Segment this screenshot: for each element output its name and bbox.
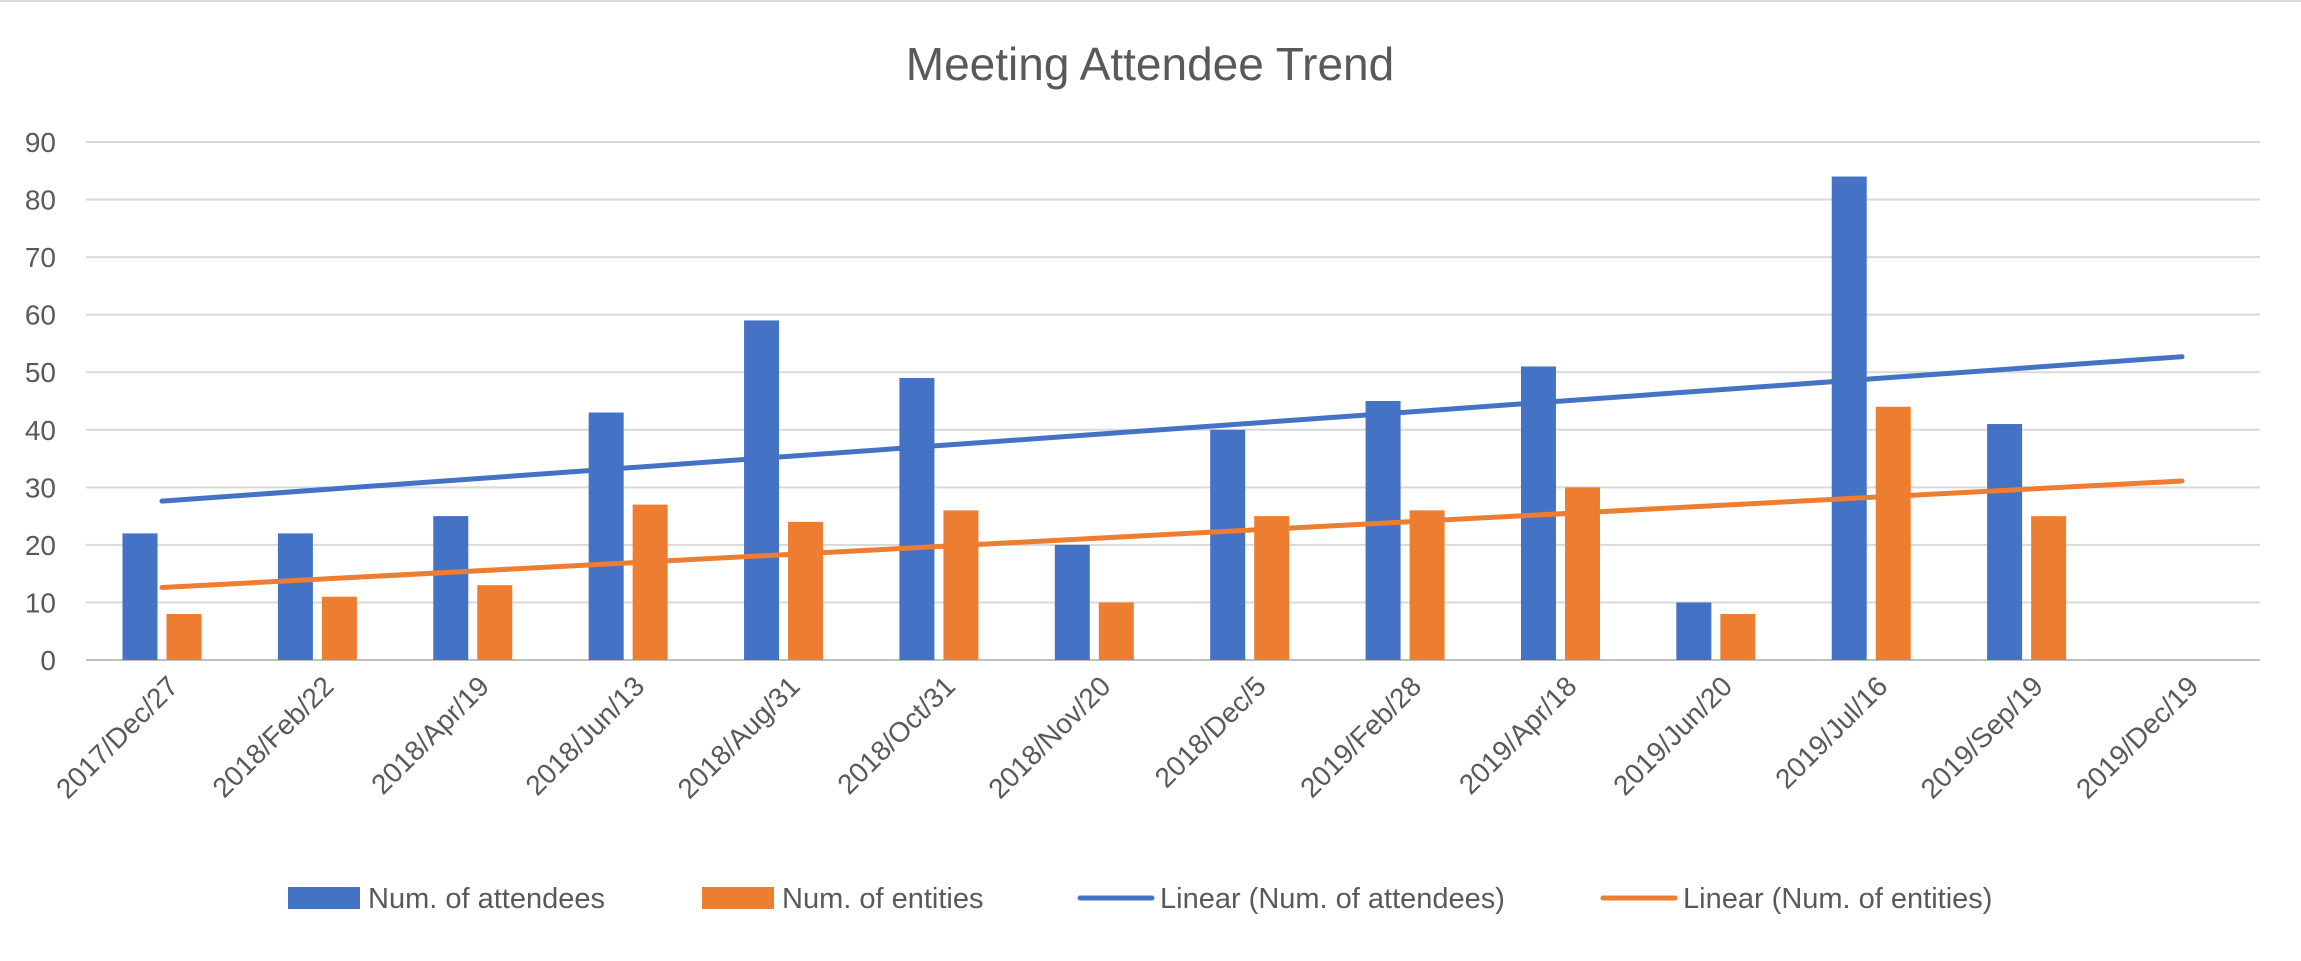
bar-num-of-attendees — [1054, 544, 1090, 660]
bar-num-of-attendees — [1365, 401, 1401, 660]
bar-num-of-entities — [632, 504, 668, 660]
trendlines — [159, 354, 2185, 590]
bar-num-of-attendees — [1987, 424, 2023, 660]
legend-item: Num. of attendees — [288, 883, 605, 915]
bar-num-of-attendees — [1676, 602, 1712, 660]
bar-num-of-entities — [2031, 516, 2067, 660]
x-tick-label: 2018/Apr/19 — [365, 670, 495, 800]
chart-title: Meeting Attendee Trend — [906, 38, 1394, 90]
legend-label: Num. of attendees — [368, 883, 605, 915]
legend-item: Linear (Num. of entities) — [1600, 883, 1992, 915]
bar-num-of-entities — [1409, 510, 1445, 660]
legend-swatch — [288, 887, 360, 909]
bar-num-of-attendees — [122, 533, 158, 660]
x-tick-label: 2018/Nov/20 — [982, 670, 1116, 804]
y-tick-label: 90 — [25, 127, 56, 158]
x-tick-label: 2019/Feb/28 — [1294, 670, 1427, 803]
bar-num-of-entities — [166, 613, 202, 660]
bar-num-of-entities — [1098, 602, 1134, 660]
y-tick-label: 70 — [25, 242, 56, 273]
trendline — [159, 478, 2185, 590]
y-tick-label: 30 — [25, 472, 56, 503]
legend-label: Num. of entities — [782, 883, 983, 915]
y-tick-label: 40 — [25, 415, 56, 446]
x-axis-ticks: 2017/Dec/27 2018/Feb/22 2018/Apr/19 2018/Ju… — [50, 670, 2204, 804]
bar-num-of-entities — [1720, 613, 1756, 660]
y-tick-label: 0 — [40, 645, 56, 676]
bar-num-of-entities — [1564, 487, 1600, 660]
trendline — [159, 354, 2185, 504]
legend-label: Linear (Num. of entities) — [1683, 883, 1992, 915]
bar-num-of-entities — [788, 521, 824, 660]
gridlines — [86, 141, 2260, 661]
x-tick-label: 2019/Dec/19 — [2070, 670, 2204, 804]
legend-item: Num. of entities — [702, 883, 983, 915]
bar-num-of-attendees — [899, 377, 935, 660]
bar-num-of-attendees — [1831, 176, 1867, 661]
bar-num-of-entities — [1875, 406, 1911, 660]
bar-num-of-entities — [477, 585, 513, 660]
bar-num-of-entities — [321, 596, 357, 660]
legend-swatch — [702, 887, 774, 909]
bar-num-of-entities — [943, 510, 979, 660]
legend-item: Linear (Num. of attendees) — [1077, 883, 1505, 915]
x-tick-label: 2019/Sep/19 — [1915, 670, 2049, 804]
x-tick-label: 2018/Dec/5 — [1149, 670, 1272, 793]
y-tick-label: 10 — [25, 587, 56, 618]
legend-label: Linear (Num. of attendees) — [1160, 883, 1505, 915]
bar-num-of-attendees — [433, 516, 469, 660]
y-tick-label: 50 — [25, 357, 56, 388]
x-tick-label: 2017/Dec/27 — [50, 670, 184, 804]
bar-num-of-attendees — [744, 320, 780, 660]
y-tick-label: 20 — [25, 530, 56, 561]
y-tick-label: 60 — [25, 300, 56, 331]
bar-num-of-attendees — [588, 412, 624, 660]
bar-num-of-attendees — [277, 533, 313, 660]
y-axis-ticks: 0 10 20 30 40 50 60 70 80 90 — [25, 127, 56, 676]
bars — [122, 176, 2067, 661]
x-tick-label: 2018/Feb/22 — [207, 670, 340, 803]
legend: Num. of attendees Num. of entities Linear … — [288, 883, 1992, 915]
x-tick-label: 2019/Jun/20 — [1607, 670, 1738, 801]
x-tick-label: 2018/Aug/31 — [672, 670, 806, 804]
x-tick-label: 2019/Jul/16 — [1769, 670, 1893, 794]
x-tick-label: 2019/Apr/18 — [1453, 670, 1583, 800]
bar-num-of-attendees — [1210, 429, 1246, 660]
y-tick-label: 80 — [25, 185, 56, 216]
bar-num-of-entities — [1254, 516, 1290, 660]
x-tick-label: 2018/Oct/31 — [831, 670, 961, 800]
x-tick-label: 2018/Jun/13 — [519, 670, 650, 801]
